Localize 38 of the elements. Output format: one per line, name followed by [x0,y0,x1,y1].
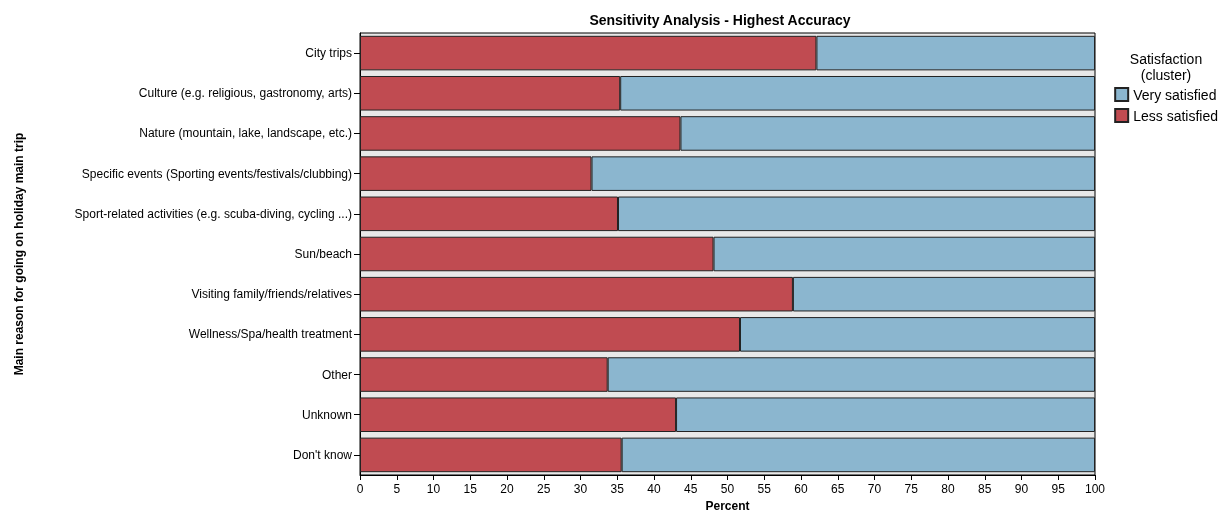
y-tick-label: Nature (mountain, lake, landscape, etc.) [139,126,352,141]
legend-label: Very satisfied [1133,86,1217,103]
y-tick-label: Visiting family/friends/relatives [191,287,352,302]
x-tick-label: 55 [757,482,772,496]
x-tick-label: 5 [393,482,401,496]
y-tick-label: City trips [305,46,352,61]
y-tick-label: Wellness/Spa/health treatment [188,327,353,342]
x-tick-label: 95 [1051,482,1066,496]
legend-label: Less satisfied [1133,107,1219,124]
y-tick-label: Other [321,367,352,382]
x-tick-label: 30 [573,482,588,496]
x-tick-label: 15 [463,482,478,496]
x-tick-label: 50 [720,482,735,496]
x-tick-label: 40 [647,482,661,496]
x-tick-label: 35 [610,482,625,496]
x-tick-label: 25 [537,482,551,496]
legend-title: Satisfaction (cluster) [1129,51,1203,83]
x-tick-label: 90 [1014,482,1029,496]
x-axis-title: Percent [705,498,750,513]
y-tick-label: Specific events (Sporting events/festivals/clubbing) [81,166,352,181]
y-axis-title: Main reason for going on holiday main trip [12,132,26,376]
x-tick-label: 0 [356,482,364,496]
y-tick-label: Sun/beach [294,247,352,261]
x-tick-label: 70 [867,482,882,496]
x-tick-label: 45 [684,482,698,496]
y-tick-label: Sport-related activities (e.g. scuba-diving, cycling ...) [74,206,352,221]
y-tick-label: Don't know [293,447,353,462]
x-tick-label: 75 [904,482,919,496]
x-tick-label: 80 [941,482,955,496]
y-tick-label: Culture (e.g. religious, gastronomy, arts) [138,86,352,101]
chart-title: Sensitivity Analysis - Highest Accuracy [589,12,851,28]
x-tick-label: 10 [426,482,441,496]
x-tick-label: 85 [978,482,992,496]
y-tick-label: Unknown [301,407,352,422]
x-tick-label: 65 [831,482,845,496]
x-tick-label: 100 [1084,482,1106,496]
x-tick-label: 20 [500,482,514,496]
x-tick-label: 60 [794,482,808,496]
